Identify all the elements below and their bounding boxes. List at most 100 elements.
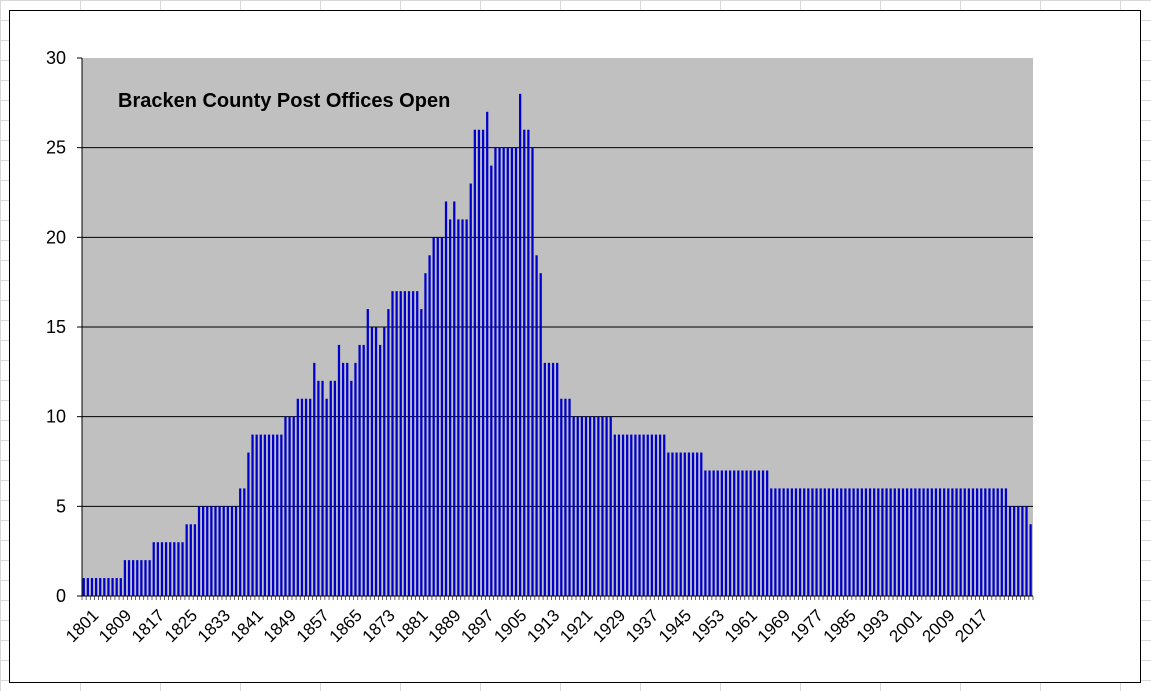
bar-1975[interactable] xyxy=(798,488,802,596)
bar-1827[interactable] xyxy=(189,524,192,596)
bar-1979[interactable] xyxy=(815,488,818,596)
bar-1990[interactable] xyxy=(860,488,863,596)
bar-1962[interactable] xyxy=(745,470,748,596)
bar-1819[interactable] xyxy=(156,542,159,596)
bar-1995[interactable] xyxy=(881,488,884,596)
bar-1984[interactable] xyxy=(836,488,839,596)
bar-1971[interactable] xyxy=(782,488,785,596)
bar-1976[interactable] xyxy=(803,488,806,596)
bar-2014[interactable] xyxy=(959,488,962,596)
bar-1843[interactable] xyxy=(255,434,258,596)
bar-1891[interactable] xyxy=(453,201,456,596)
bar-1824[interactable] xyxy=(177,542,180,596)
bar-1873[interactable] xyxy=(379,344,382,596)
bar-1866[interactable] xyxy=(350,380,353,596)
bar-1920[interactable] xyxy=(572,416,575,596)
bar-1914[interactable] xyxy=(547,362,551,596)
bar-1837[interactable] xyxy=(230,506,234,596)
bar-1943[interactable] xyxy=(667,452,670,596)
bar-1919[interactable] xyxy=(568,398,571,596)
bar-2021[interactable] xyxy=(988,488,991,596)
bar-1955[interactable] xyxy=(716,470,719,596)
bar-1912[interactable] xyxy=(539,273,542,596)
bar-1886[interactable] xyxy=(432,237,435,596)
bar-1950[interactable] xyxy=(696,452,699,596)
bar-1845[interactable] xyxy=(263,434,267,596)
bar-1838[interactable] xyxy=(234,506,238,596)
bar-1987[interactable] xyxy=(848,488,851,596)
bar-1981[interactable] xyxy=(823,488,826,596)
bar-1853[interactable] xyxy=(296,398,299,596)
bar-1978[interactable] xyxy=(811,488,814,596)
bar-1899[interactable] xyxy=(486,111,489,597)
bar-1880[interactable] xyxy=(407,291,411,596)
bar-1944[interactable] xyxy=(671,452,674,596)
bar-1932[interactable] xyxy=(621,434,625,596)
bar-1910[interactable] xyxy=(531,147,534,597)
bar-1949[interactable] xyxy=(691,452,695,596)
bar-1887[interactable] xyxy=(436,237,439,596)
bar-1874[interactable] xyxy=(383,327,386,596)
bar-1918[interactable] xyxy=(564,398,567,596)
bar-1902[interactable] xyxy=(498,147,501,597)
bar-1836[interactable] xyxy=(226,506,229,596)
bar-1863[interactable] xyxy=(337,344,341,596)
bar-1808[interactable] xyxy=(111,578,114,596)
bar-1940[interactable] xyxy=(654,434,658,596)
bar-2018[interactable] xyxy=(975,488,979,596)
bar-1922[interactable] xyxy=(580,416,584,596)
bar-1809[interactable] xyxy=(115,578,118,596)
bar-1823[interactable] xyxy=(173,542,176,596)
bar-1804[interactable] xyxy=(94,578,98,596)
bar-1833[interactable] xyxy=(214,506,217,596)
bar-1931[interactable] xyxy=(617,434,621,596)
bar-1846[interactable] xyxy=(267,434,271,596)
bar-1840[interactable] xyxy=(243,488,246,596)
bar-1974[interactable] xyxy=(794,488,798,596)
bar-1953[interactable] xyxy=(708,470,711,596)
bar-1801[interactable] xyxy=(82,578,85,596)
bar-1851[interactable] xyxy=(288,416,291,596)
bar-1930[interactable] xyxy=(613,434,616,596)
bar-1941[interactable] xyxy=(658,434,662,596)
bar-1942[interactable] xyxy=(663,434,666,596)
bar-1826[interactable] xyxy=(185,524,188,596)
bar-2024[interactable] xyxy=(1000,488,1003,596)
bar-1877[interactable] xyxy=(395,291,398,596)
bar-1821[interactable] xyxy=(164,542,168,596)
bar-1884[interactable] xyxy=(424,273,427,596)
bar-2031[interactable] xyxy=(1029,524,1032,596)
bar-2010[interactable] xyxy=(943,488,946,596)
bar-1868[interactable] xyxy=(358,344,361,596)
bar-1822[interactable] xyxy=(169,542,172,596)
bar-1938[interactable] xyxy=(646,434,649,596)
bar-1817[interactable] xyxy=(148,560,151,596)
bar-1878[interactable] xyxy=(399,291,402,596)
bar-2020[interactable] xyxy=(984,488,987,596)
bar-1864[interactable] xyxy=(341,362,345,596)
bar-2000[interactable] xyxy=(901,488,905,596)
bar-1947[interactable] xyxy=(683,452,686,596)
bar-1839[interactable] xyxy=(239,488,242,596)
bar-1977[interactable] xyxy=(807,488,810,596)
bar-2008[interactable] xyxy=(934,488,938,596)
bar-2015[interactable] xyxy=(963,488,966,596)
bar-1965[interactable] xyxy=(757,470,761,596)
bar-1913[interactable] xyxy=(543,362,546,596)
bar-1973[interactable] xyxy=(790,488,793,596)
bar-2012[interactable] xyxy=(951,488,954,596)
bar-1924[interactable] xyxy=(588,416,592,596)
bar-1895[interactable] xyxy=(469,183,472,596)
bar-1972[interactable] xyxy=(786,488,789,596)
bar-1852[interactable] xyxy=(292,416,295,596)
bar-2006[interactable] xyxy=(926,488,929,596)
bar-1907[interactable] xyxy=(519,93,522,597)
bar-1993[interactable] xyxy=(873,488,876,596)
bar-1855[interactable] xyxy=(304,398,308,596)
bar-2026[interactable] xyxy=(1008,506,1012,596)
bar-2007[interactable] xyxy=(930,488,933,596)
bar-2013[interactable] xyxy=(955,488,958,596)
bar-1904[interactable] xyxy=(506,147,509,597)
bar-1831[interactable] xyxy=(206,506,209,596)
bar-1885[interactable] xyxy=(428,255,431,596)
